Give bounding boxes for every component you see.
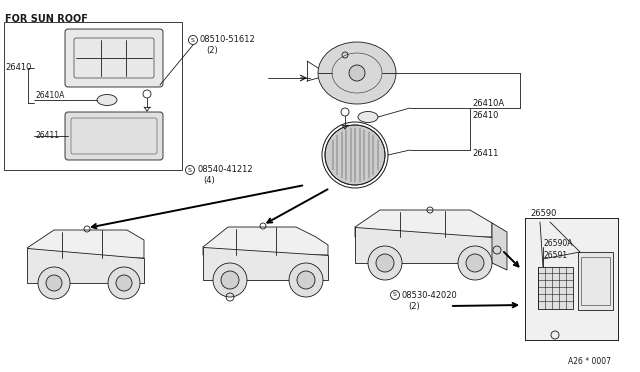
Polygon shape xyxy=(27,248,144,283)
Text: 26591: 26591 xyxy=(543,250,567,260)
Ellipse shape xyxy=(358,112,378,122)
Circle shape xyxy=(458,246,492,280)
Text: 26590A: 26590A xyxy=(543,238,573,247)
Text: 26410: 26410 xyxy=(5,64,31,73)
Circle shape xyxy=(289,263,323,297)
Bar xyxy=(538,267,573,309)
Circle shape xyxy=(213,263,247,297)
Circle shape xyxy=(116,275,132,291)
Circle shape xyxy=(376,254,394,272)
Circle shape xyxy=(466,254,484,272)
Polygon shape xyxy=(492,223,507,270)
Polygon shape xyxy=(203,227,328,255)
Text: 08530-42020: 08530-42020 xyxy=(402,291,458,299)
Circle shape xyxy=(221,271,239,289)
Polygon shape xyxy=(355,227,492,263)
Text: 26411: 26411 xyxy=(36,131,60,141)
Ellipse shape xyxy=(97,94,117,106)
Text: 26411: 26411 xyxy=(472,148,499,157)
Text: A26 * 0007: A26 * 0007 xyxy=(568,357,611,366)
Text: 08510-51612: 08510-51612 xyxy=(200,35,256,45)
Circle shape xyxy=(297,271,315,289)
Bar xyxy=(4,22,182,170)
Ellipse shape xyxy=(318,42,396,104)
Polygon shape xyxy=(525,218,618,340)
Text: (4): (4) xyxy=(203,176,215,185)
Polygon shape xyxy=(27,230,144,258)
Circle shape xyxy=(108,267,140,299)
Circle shape xyxy=(349,65,365,81)
Polygon shape xyxy=(355,210,492,237)
Text: 26410: 26410 xyxy=(472,112,499,121)
Text: 26410A: 26410A xyxy=(472,99,504,109)
FancyBboxPatch shape xyxy=(65,29,163,87)
Bar xyxy=(578,252,613,310)
Polygon shape xyxy=(203,247,328,280)
Text: FOR SUN ROOF: FOR SUN ROOF xyxy=(5,14,88,24)
Text: (2): (2) xyxy=(206,45,218,55)
Text: S: S xyxy=(393,292,397,298)
Bar xyxy=(581,257,610,305)
Text: 26410A: 26410A xyxy=(36,92,65,100)
Text: (2): (2) xyxy=(408,301,420,311)
Circle shape xyxy=(46,275,62,291)
Text: S: S xyxy=(191,38,195,42)
Circle shape xyxy=(325,125,385,185)
Text: 26590: 26590 xyxy=(530,209,556,218)
FancyBboxPatch shape xyxy=(65,112,163,160)
Text: S: S xyxy=(188,167,192,173)
Text: 08540-41212: 08540-41212 xyxy=(197,166,253,174)
Circle shape xyxy=(368,246,402,280)
Circle shape xyxy=(38,267,70,299)
